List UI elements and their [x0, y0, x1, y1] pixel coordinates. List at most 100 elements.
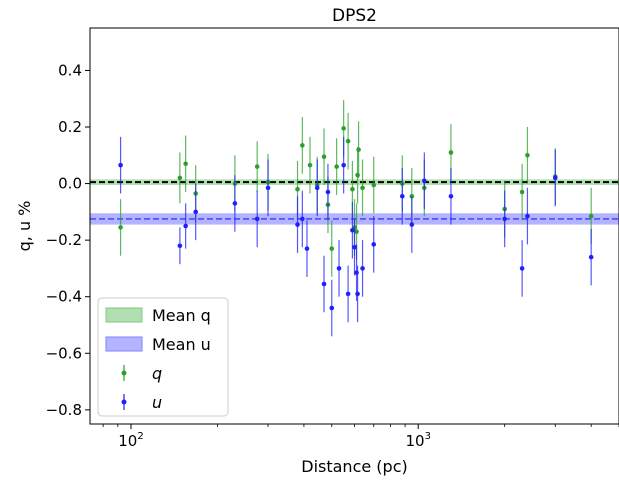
data-point-u: [177, 227, 183, 265]
marker-q: [345, 138, 351, 144]
marker-u: [254, 216, 260, 222]
marker-u: [183, 223, 188, 229]
marker-q: [177, 175, 183, 181]
y-tick-label: −0.4: [46, 288, 82, 306]
marker-q: [525, 152, 530, 158]
data-point-u: [329, 279, 335, 337]
marker-u: [329, 305, 335, 311]
data-point-u: [336, 240, 342, 297]
data-point-q: [525, 127, 530, 184]
data-point-q: [519, 163, 525, 221]
y-tick-label: −0.6: [46, 344, 82, 362]
marker-u: [519, 266, 525, 271]
data-point-u: [254, 190, 260, 248]
x-tick-label: 103: [405, 431, 430, 450]
data-point-u: [422, 152, 427, 210]
axes: 0.4 0.2 0.0 −0.2 −0.4 −0.6 −0.8 102 103: [46, 61, 619, 450]
y-axis-label: q, u %: [15, 201, 34, 252]
marker-u: [371, 242, 377, 247]
marker-u: [300, 216, 305, 222]
marker-u: [314, 185, 320, 191]
marker-u: [552, 175, 558, 181]
marker-u: [422, 178, 427, 184]
marker-u: [352, 244, 357, 250]
marker-u: [177, 243, 183, 249]
data-point-u: [448, 168, 454, 225]
data-point-u: [314, 159, 320, 217]
marker-u: [502, 216, 507, 222]
legend-swatch-band: [105, 336, 143, 352]
data-point-u: [265, 159, 271, 217]
data-point-u: [321, 255, 327, 313]
data-point-u: [193, 183, 198, 241]
marker-q: [118, 225, 123, 230]
marker-q: [341, 126, 346, 131]
data-point-q: [177, 152, 183, 204]
y-tick-label: −0.2: [46, 231, 82, 249]
marker-q: [334, 164, 339, 169]
legend-label-q: q: [152, 364, 162, 383]
legend: Mean q Mean u qu: [97, 297, 229, 417]
data-point-q: [356, 121, 361, 178]
marker-u: [325, 189, 331, 195]
data-point-u: [341, 136, 346, 194]
marker-u: [409, 222, 415, 227]
chart-title: DPS2: [332, 6, 377, 26]
marker-q: [321, 154, 327, 159]
data-point-u: [360, 240, 365, 297]
data-point-u: [371, 216, 377, 273]
data-point-u: [552, 149, 558, 207]
y-tick-label: 0.0: [58, 175, 82, 193]
marker-q: [307, 162, 313, 168]
marker-q: [588, 213, 594, 219]
marker-u: [399, 194, 405, 199]
x-axis-label: Distance (pc): [301, 457, 407, 476]
legend-label-mean-q: Mean q: [152, 306, 211, 325]
marker-q: [448, 150, 454, 155]
y-tick-label: −0.8: [46, 401, 82, 419]
data-point-u: [409, 196, 415, 253]
data-point-q: [371, 156, 377, 214]
data-point-u: [350, 201, 355, 259]
marker-q: [300, 143, 305, 148]
marker-u: [232, 201, 238, 206]
marker-u: [304, 246, 310, 251]
data-point-u: [588, 228, 594, 286]
marker-q: [354, 229, 359, 234]
data-point-u: [118, 136, 123, 194]
marker-u: [345, 291, 351, 297]
marker-q: [295, 186, 300, 192]
data-point-u: [232, 175, 238, 232]
data-point-q: [345, 112, 351, 170]
data-point-u: [183, 203, 188, 249]
data-point-u: [325, 163, 331, 221]
data-point-u: [502, 190, 507, 248]
data-point-u: [399, 168, 405, 225]
data-point-q: [307, 136, 313, 194]
data-point-q: [360, 159, 365, 217]
legend-box: [97, 297, 229, 417]
marker-q: [519, 189, 525, 195]
marker-q: [371, 182, 377, 188]
data-point-q: [300, 117, 305, 174]
marker-u: [588, 254, 594, 260]
data-point-q: [329, 220, 335, 277]
marker-q: [350, 186, 355, 192]
marker-q: [360, 185, 365, 191]
marker-u: [295, 222, 300, 227]
marker-q: [254, 164, 260, 169]
data-point-u: [345, 265, 351, 323]
legend-label-mean-u: Mean u: [152, 335, 211, 354]
marker-u: [265, 185, 271, 191]
data-point-q: [321, 128, 327, 185]
data-point-u: [295, 196, 300, 253]
marker-u: [321, 281, 327, 287]
marker-q: [329, 246, 335, 251]
legend-label-u: u: [152, 393, 162, 412]
legend-swatch-band: [105, 307, 143, 323]
marker-u: [350, 227, 355, 233]
y-tick-label: 0.2: [58, 118, 82, 136]
marker-u: [341, 162, 346, 168]
